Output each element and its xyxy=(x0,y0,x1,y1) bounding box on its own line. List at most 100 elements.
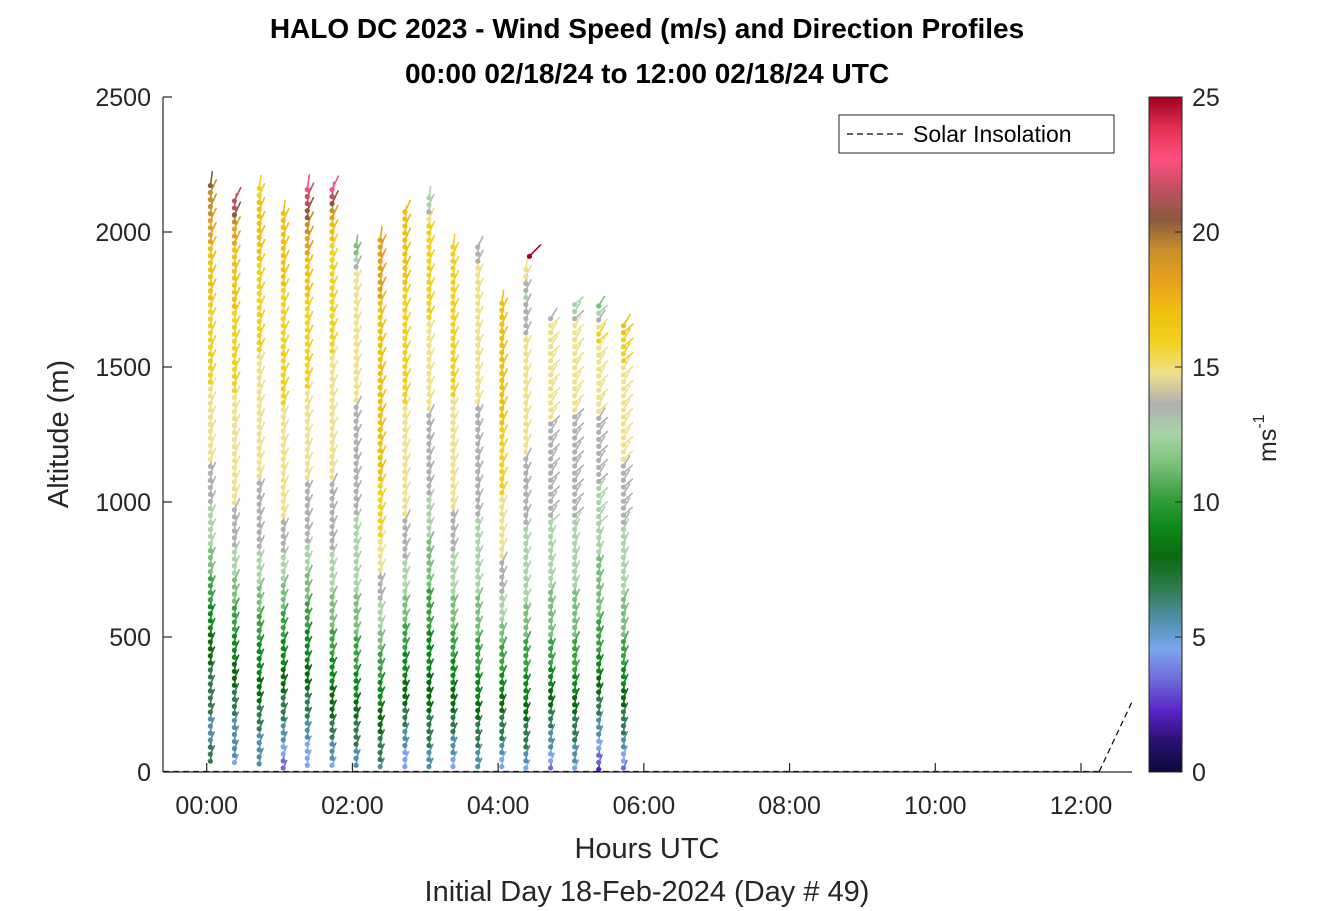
wind-barb-base xyxy=(256,522,262,528)
wind-barb-base xyxy=(280,730,286,736)
wind-barb-base xyxy=(523,638,529,645)
colorbar-label: ms-1 xyxy=(1251,414,1282,462)
wind-barb-base xyxy=(304,390,310,396)
wind-barb-base xyxy=(499,609,505,615)
wind-barb-base xyxy=(256,347,262,353)
wind-barb-base xyxy=(231,514,237,520)
wind-barb-base xyxy=(207,189,213,196)
wind-barb-base xyxy=(596,766,602,772)
wind-barb-base xyxy=(329,545,335,551)
x-tick-label: 08:00 xyxy=(758,792,821,820)
wind-barb-base xyxy=(548,498,554,504)
wind-barb-base xyxy=(256,634,262,641)
wind-barb-base xyxy=(280,477,286,483)
wind-barb-base xyxy=(523,379,529,385)
wind-barb-base xyxy=(475,321,481,327)
wind-barb-base xyxy=(596,647,602,653)
x-tick-label: 04:00 xyxy=(467,792,530,820)
wind-barb-base xyxy=(377,616,383,622)
wind-barb-base xyxy=(596,450,602,456)
wind-barb-base xyxy=(499,560,505,566)
wind-barb-base xyxy=(353,530,359,537)
wind-barb-base xyxy=(426,314,432,320)
wind-barb-base xyxy=(620,681,627,687)
wind-barb-base xyxy=(523,456,529,462)
wind-barb-base xyxy=(620,414,627,420)
wind-barb-base xyxy=(280,316,286,322)
wind-barb-base xyxy=(426,546,432,552)
wind-barb-base xyxy=(304,650,310,656)
wind-barb-base xyxy=(548,407,554,413)
wind-barb-base xyxy=(523,330,529,336)
wind-barb-base xyxy=(304,355,310,361)
wind-barb-base xyxy=(523,730,529,736)
wind-barb-base xyxy=(450,553,456,559)
wind-barb-base xyxy=(256,375,262,381)
wind-barb-base xyxy=(475,595,481,601)
wind-barb-base xyxy=(231,710,237,717)
wind-barb-base xyxy=(329,699,335,705)
wind-barb-base xyxy=(231,359,237,366)
wind-barb-base xyxy=(499,335,505,341)
wind-barb-base xyxy=(620,540,627,546)
wind-barb-base xyxy=(572,716,578,722)
wind-barb-base xyxy=(256,185,262,191)
wind-barb-base xyxy=(499,665,505,671)
wind-barb-base xyxy=(304,643,310,649)
wind-barb-base xyxy=(329,538,335,544)
wind-barb-base xyxy=(620,638,627,645)
wind-barb-base xyxy=(548,674,554,680)
wind-barb-base xyxy=(596,471,602,478)
wind-barb-base xyxy=(426,756,432,763)
wind-barb-base xyxy=(280,709,286,715)
wind-barb-base xyxy=(377,679,383,685)
wind-barb-base xyxy=(426,630,432,636)
wind-barb-base xyxy=(548,519,554,525)
wind-barb-base xyxy=(523,287,529,294)
wind-barb-base xyxy=(304,566,310,572)
wind-barb-base xyxy=(548,603,554,610)
wind-barb-base xyxy=(377,560,383,566)
wind-barb-base xyxy=(475,377,481,384)
wind-barb-base xyxy=(572,526,578,532)
wind-barb-base xyxy=(231,549,237,555)
wind-barb-base xyxy=(256,726,262,732)
wind-barb-base xyxy=(426,679,432,685)
solar-insolation-rise xyxy=(1098,701,1133,772)
wind-barb-base xyxy=(353,327,359,333)
wind-barb-base xyxy=(353,650,359,656)
wind-barb-base xyxy=(377,525,383,531)
wind-barb-base xyxy=(207,358,213,364)
wind-barb-base xyxy=(231,507,237,513)
wind-barb-base xyxy=(523,540,529,546)
wind-barb-base xyxy=(499,300,505,306)
wind-barb-base xyxy=(426,356,432,363)
wind-barb-base xyxy=(353,453,359,459)
wind-barb-base xyxy=(377,363,383,370)
wind-barb-base xyxy=(450,707,456,714)
wind-barb-base xyxy=(304,685,310,691)
wind-barb-base xyxy=(475,420,481,426)
wind-barb-base xyxy=(596,633,602,639)
wind-barb-base xyxy=(596,387,602,393)
wind-barb-base xyxy=(280,309,286,315)
wind-barb-base xyxy=(402,462,408,468)
wind-barb-base xyxy=(280,386,286,392)
wind-barb-base xyxy=(475,630,481,636)
wind-barb-base xyxy=(548,723,554,729)
wind-barb-base xyxy=(304,636,310,642)
wind-barb-base xyxy=(402,616,408,622)
wind-barb-base xyxy=(523,681,529,687)
wind-barb-base xyxy=(499,630,505,636)
wind-barb-base xyxy=(280,259,286,266)
x-axis-label: Hours UTC xyxy=(574,833,719,865)
wind-barb-base xyxy=(596,626,602,632)
wind-barb-base xyxy=(620,751,627,757)
wind-barb-base xyxy=(499,511,505,517)
wind-barb-base xyxy=(572,730,578,736)
wind-barb-base xyxy=(450,405,456,412)
wind-barb-base xyxy=(256,438,262,444)
wind-barb-base xyxy=(450,644,456,650)
wind-barb-base xyxy=(596,759,602,765)
wind-barb-base xyxy=(329,383,335,389)
